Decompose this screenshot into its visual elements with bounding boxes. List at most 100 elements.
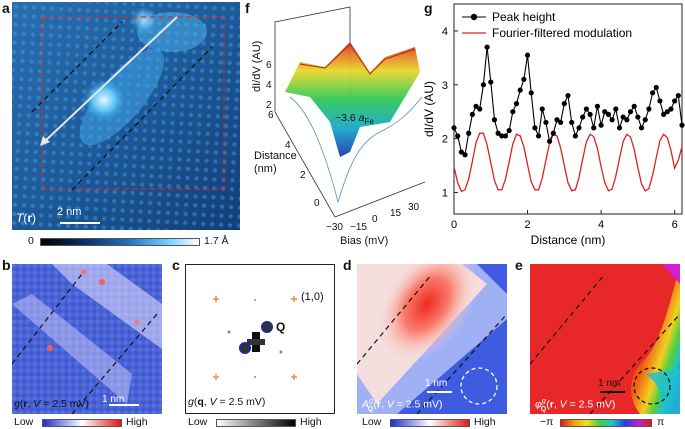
panel-g-ytick-label: 1 — [442, 187, 448, 199]
panel-g-letter: g — [424, 0, 433, 16]
panel-a-roi-box — [41, 16, 225, 190]
panel-g-peak-point — [488, 79, 494, 85]
panel-b-bright-band-2 — [12, 294, 132, 404]
panel-a-topograph — [12, 2, 240, 230]
panel-g-peak-point — [561, 101, 567, 107]
panel-a-map-label: T(r) — [16, 211, 37, 225]
panel-c-colorbar — [216, 419, 296, 427]
panel-g-peak-point — [462, 152, 468, 158]
panel-g-peak-point — [591, 125, 597, 131]
panel-g-xtick-label: 6 — [672, 219, 678, 231]
panel-g-peak-point — [638, 125, 645, 131]
panel-g-peak-point — [477, 106, 483, 112]
panel-g-peak-point — [455, 133, 461, 139]
panel-f-surface — [285, 42, 420, 157]
panel-b-colorbar-high: High — [126, 416, 148, 428]
panel-f-ztick-6: 6 — [266, 60, 272, 71]
panel-g-peak-point — [602, 109, 608, 115]
panel-b-scale-text: 1 nm — [102, 394, 125, 405]
panel-g-peak-point — [587, 111, 593, 117]
panel-g-ylabel: dI/dV (AU) — [422, 81, 436, 137]
panel-g-peak-point — [620, 114, 626, 120]
panel-g-peak-point — [502, 133, 509, 139]
panel-g-ytick-label: 2 — [442, 134, 448, 146]
panel-g-peak-point — [580, 114, 586, 120]
panel-b-domain-line-2 — [71, 313, 158, 414]
panel-g-peak-point — [547, 138, 553, 144]
panel-g-peak-point — [535, 133, 542, 139]
panel-f-bias-axis — [334, 181, 426, 218]
panel-g-line-chart: 1 2 3 4 0 2 4 6 Peak height Fourier-filtered m… — [422, 3, 685, 247]
panel-c-minor-peak-2 — [279, 350, 283, 354]
panel-g-peak-point — [528, 90, 534, 96]
panel-b-hot-spot-3 — [47, 345, 53, 351]
panel-f-xtick-15: 15 — [390, 208, 402, 219]
panel-e-colorbar — [560, 419, 652, 427]
panel-a-cut-arrow — [43, 16, 178, 143]
panel-d-map-label: AgQ(r, V = 2.5 mV) — [362, 398, 443, 413]
panel-d-hot-region — [376, 264, 478, 363]
panel-f-surface-ridge — [299, 43, 416, 75]
panel-f-xlabel: Bias (mV) — [340, 235, 389, 247]
panel-f-distance-axis — [274, 111, 336, 218]
panel-b-hot-spot-4 — [134, 319, 140, 325]
panel-g-y-ticks: 1 2 3 4 — [442, 26, 458, 199]
panel-g-peak-point — [635, 114, 641, 120]
panel-g-peak-point — [491, 117, 498, 123]
panel-f-xtick-30: 30 — [408, 202, 420, 213]
panel-f-ylabel: Distance (nm) — [254, 150, 297, 175]
panel-c-q-peak-1 — [261, 321, 273, 333]
panel-g-peak-point — [646, 106, 652, 112]
panel-g-peak-point — [672, 98, 678, 104]
panel-g-peak-point — [473, 103, 479, 109]
panel-g-peak-point — [569, 119, 575, 126]
panel-d-scale-text: 1 nm — [425, 378, 448, 389]
panel-g-peak-point — [484, 44, 490, 50]
panel-c-fourier-map — [185, 264, 335, 414]
panel-a-colorbar-min: 0 — [28, 235, 34, 247]
panel-g-peak-point — [524, 52, 531, 58]
panel-e-phase-corner — [662, 264, 680, 284]
panel-g-peak-point — [631, 103, 637, 109]
panel-f-ytick-4: 4 — [285, 140, 291, 151]
panel-b-bright-band-1 — [52, 264, 162, 349]
panel-a-colorbar — [40, 238, 200, 246]
panel-g-peak-point — [451, 125, 457, 131]
panel-a-colorbar-max: 1.7 Å — [204, 235, 229, 247]
panel-f-zlabel: dI/dV (AU) — [251, 40, 263, 92]
panel-f-annotation: ~3.6 aFe — [335, 112, 374, 127]
panel-g-peak-point — [675, 92, 681, 99]
panel-g-peak-point — [668, 106, 674, 112]
panel-b-colorbar — [42, 419, 122, 427]
panel-g-peak-point — [576, 125, 582, 131]
panel-e-letter: e — [515, 257, 523, 273]
panel-f-ytick-2: 2 — [300, 170, 306, 181]
panel-g-peak-point — [554, 117, 560, 123]
panel-c-q-peak-2 — [239, 342, 251, 354]
panel-g-peak-point — [605, 111, 612, 117]
panel-a-scale-text: 2 nm — [57, 206, 82, 218]
panel-g-peak-point — [598, 122, 604, 128]
panel-f-xtick-m30: −30 — [326, 222, 343, 233]
panel-g-peak-point — [466, 130, 472, 136]
panel-g-xtick-label: 0 — [451, 219, 457, 231]
panel-g-peak-point — [661, 111, 667, 117]
panel-a-domain-line-1 — [31, 21, 123, 113]
panel-c-minor-peak-4 — [253, 375, 257, 379]
panel-e-vortex-circle — [633, 367, 671, 405]
panel-c-colorbar-high: High — [300, 416, 322, 428]
panel-d-colorbar — [390, 419, 470, 427]
panel-g-peak-point — [624, 117, 630, 123]
panel-f-xtick-m15: −15 — [350, 222, 367, 233]
panel-g-peak-point — [594, 103, 601, 109]
panel-g-peak-point — [543, 119, 549, 126]
panel-b-colorbar-low: Low — [14, 416, 34, 428]
panel-g-peak-point — [583, 106, 589, 112]
panel-g-peak-point — [679, 122, 685, 128]
panel-d-colorbar-low: Low — [362, 416, 382, 428]
panel-g-ytick-label: 4 — [442, 26, 448, 38]
panel-g-peak-point — [532, 125, 538, 131]
panel-e-phase-map — [530, 264, 680, 414]
panel-f-ztick-4: 4 — [266, 80, 272, 91]
panel-b-domain-line-1 — [12, 273, 83, 365]
